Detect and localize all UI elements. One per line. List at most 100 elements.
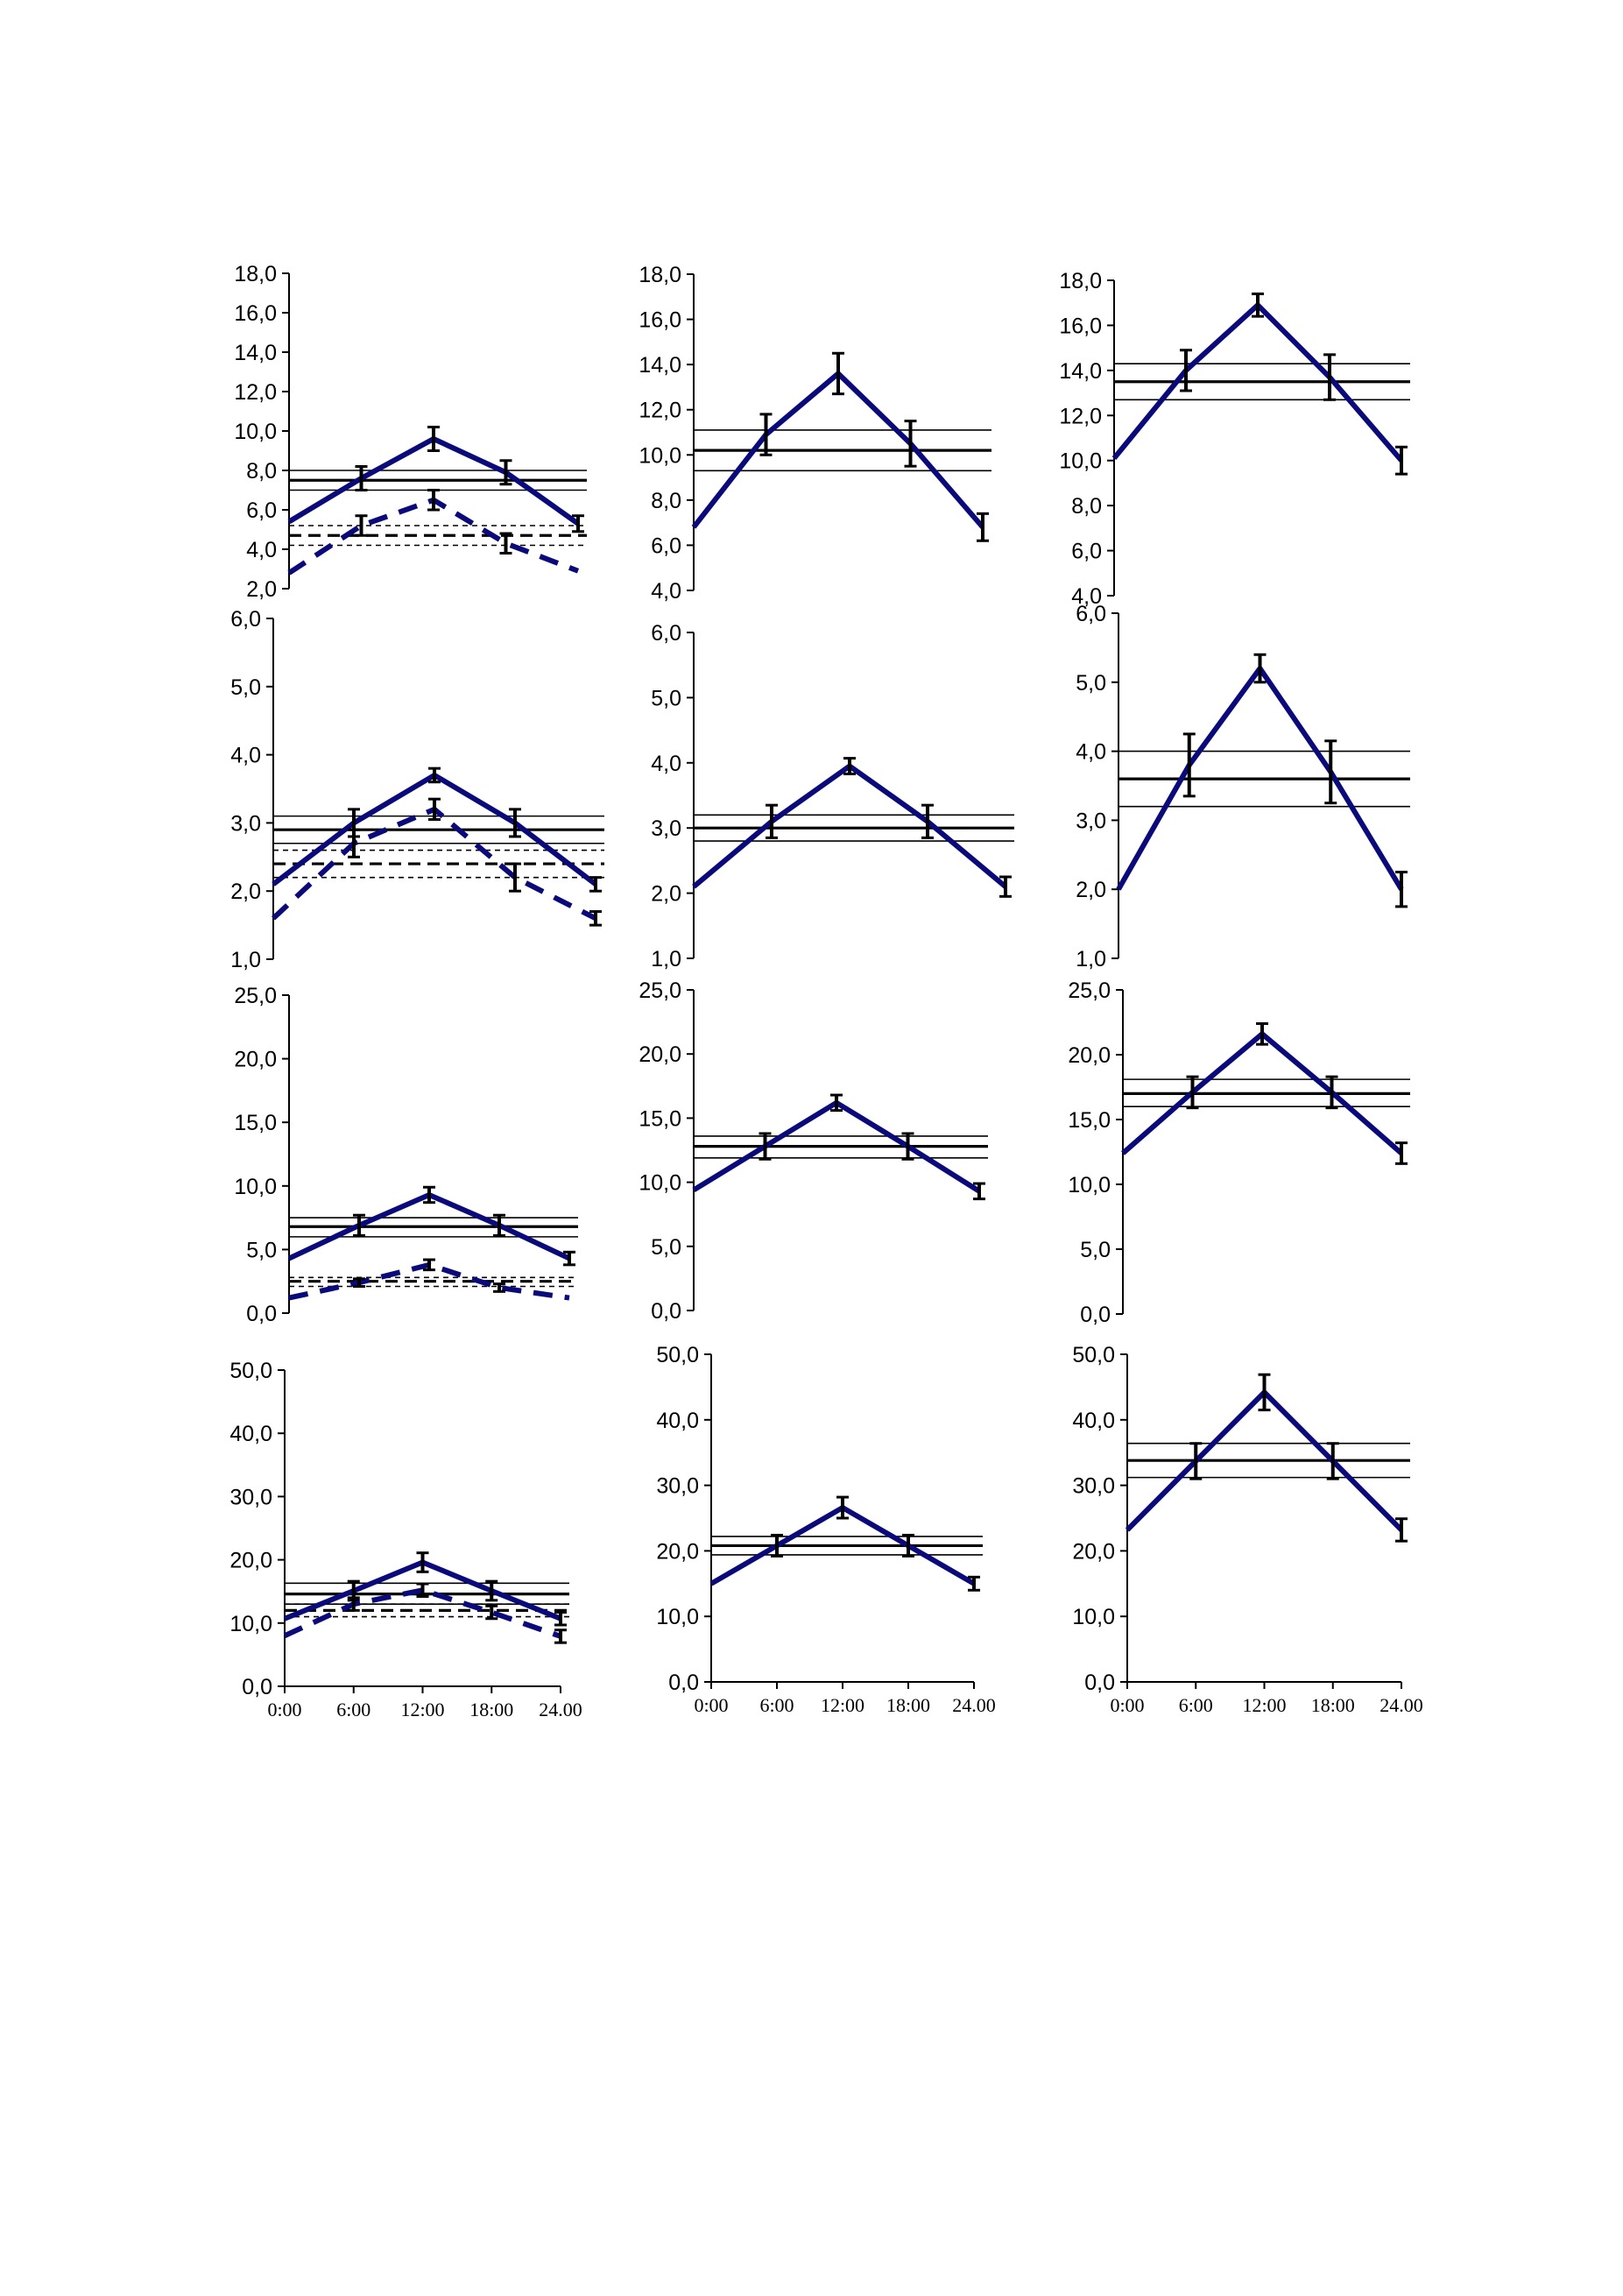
error-bar (589, 910, 602, 927)
y-tick-label: 14,0 (1059, 359, 1102, 384)
error-bar (1253, 653, 1267, 684)
error-bar (1323, 353, 1336, 401)
y-tick-label: 10,0 (1059, 449, 1102, 474)
x-tick-label: 18:00 (1311, 1694, 1355, 1716)
x-tick-label: 0:00 (267, 1699, 301, 1720)
x-tick-label: 12:00 (1242, 1694, 1286, 1716)
y-tick-label: 40,0 (656, 1409, 699, 1433)
error-bar (554, 1628, 567, 1644)
y-tick-label: 20,0 (639, 1042, 681, 1067)
error-bar (977, 512, 989, 542)
y-tick-label: 40,0 (229, 1422, 272, 1446)
y-tick-label: 20,0 (656, 1539, 699, 1564)
y-tick-label: 12,0 (1059, 404, 1102, 428)
y-tick-label: 6,0 (651, 621, 681, 646)
y-tick-label: 8,0 (651, 489, 681, 513)
error-bar (423, 1185, 435, 1205)
y-tick-label: 50,0 (229, 1359, 272, 1383)
y-tick-label: 4,0 (651, 579, 681, 604)
y-tick-label: 10,0 (639, 443, 681, 468)
error-bar (355, 514, 368, 537)
x-tick-label: 12:00 (400, 1699, 444, 1720)
y-tick-label: 20,0 (1068, 1043, 1111, 1068)
y-tick-label: 20,0 (234, 1048, 277, 1072)
error-bar (1395, 445, 1408, 476)
error-bar (509, 862, 521, 893)
x-tick-label: 6:00 (1179, 1694, 1213, 1716)
y-tick-label: 20,0 (229, 1549, 272, 1573)
chart-panel-5: 1,0 2,0 3,0 4,0 5,0 6,0 (651, 621, 1014, 971)
error-bar (973, 1182, 985, 1201)
y-tick-label: 16,0 (234, 301, 277, 326)
error-bar (347, 1596, 360, 1612)
error-bar (1180, 349, 1192, 392)
chart-panel-2: 4,0 6,0 8,0 10,0 12,0 14,0 16,0 18,0 (639, 263, 991, 604)
x-tick-label: 0:00 (1110, 1694, 1144, 1716)
y-tick-label: 1,0 (1076, 947, 1106, 971)
x-tick-label: 12:00 (821, 1694, 864, 1716)
y-tick-label: 0,0 (668, 1671, 699, 1695)
y-tick-label: 10,0 (234, 1175, 277, 1199)
y-tick-label: 20,0 (1072, 1539, 1115, 1564)
y-tick-label: 3,0 (651, 816, 681, 841)
x-tick-label: 18:00 (886, 1694, 930, 1716)
series-line (692, 762, 1007, 889)
y-tick-label: 12,0 (639, 399, 681, 423)
y-tick-label: 10,0 (639, 1171, 681, 1196)
error-bar (554, 1611, 567, 1627)
error-bar (1395, 1517, 1408, 1543)
y-tick-label: 40,0 (1072, 1409, 1115, 1433)
error-bar (428, 767, 441, 784)
y-tick-label: 5,0 (651, 686, 681, 710)
error-bar (589, 876, 602, 893)
y-tick-label: 25,0 (234, 984, 277, 1008)
error-bar (1182, 732, 1196, 798)
error-bar (1324, 739, 1337, 805)
y-tick-label: 0,0 (1080, 1303, 1111, 1327)
error-bar (902, 1533, 914, 1558)
y-tick-label: 6,0 (1071, 540, 1102, 564)
error-bar (843, 757, 856, 775)
y-tick-label: 2,0 (230, 880, 261, 904)
y-tick-label: 5,0 (1080, 1238, 1111, 1262)
y-tick-label: 50,0 (1072, 1343, 1115, 1367)
error-bar (427, 426, 440, 452)
y-tick-label: 50,0 (656, 1343, 699, 1367)
chart-panel-9: 0,0 5,0 10,0 15,0 20,0 25,0 (1068, 978, 1410, 1327)
y-tick-label: 1,0 (651, 947, 681, 971)
y-tick-label: 15,0 (1068, 1108, 1111, 1133)
error-bar (921, 803, 934, 839)
x-tick-label: 6:00 (759, 1694, 794, 1716)
y-tick-label: 0,0 (246, 1302, 277, 1326)
error-bar (830, 1093, 843, 1113)
error-bar (1252, 292, 1264, 318)
error-bar (832, 351, 844, 396)
error-bar (499, 459, 512, 486)
chart-panel-10: 0,0 10,0 20,0 30,0 40,0 50,0 0:00 6:00 12:00 18:0… (229, 1359, 582, 1720)
error-bar (355, 465, 368, 491)
y-tick-label: 25,0 (1068, 978, 1111, 1003)
y-tick-label: 4,0 (1071, 584, 1102, 609)
y-tick-label: 6,0 (246, 498, 277, 523)
error-bar (1189, 1442, 1203, 1480)
x-tick-label: 24.00 (1380, 1694, 1423, 1716)
error-bar (493, 1282, 505, 1293)
y-tick-label: 30,0 (229, 1485, 272, 1509)
chart-panel-6: 1,0 2,0 3,0 4,0 5,0 6,0 (1076, 602, 1410, 971)
y-tick-label: 18,0 (639, 263, 681, 287)
y-tick-label: 18,0 (1059, 269, 1102, 293)
chart-panel-7: 0,0 5,0 10,0 15,0 20,0 25,0 (234, 984, 578, 1326)
y-tick-label: 2,0 (651, 882, 681, 907)
x-tick-label: 6:00 (336, 1699, 370, 1720)
y-tick-label: 3,0 (230, 811, 261, 836)
y-tick-label: 0,0 (651, 1299, 681, 1324)
error-bar (509, 808, 521, 838)
y-tick-label: 2,0 (1076, 878, 1106, 902)
error-bar (348, 828, 360, 858)
error-bar (836, 1495, 849, 1520)
error-bar (968, 1575, 980, 1592)
x-tick-label: 0:00 (694, 1694, 728, 1716)
y-tick-label: 0,0 (242, 1675, 272, 1699)
y-tick-label: 16,0 (639, 308, 681, 333)
